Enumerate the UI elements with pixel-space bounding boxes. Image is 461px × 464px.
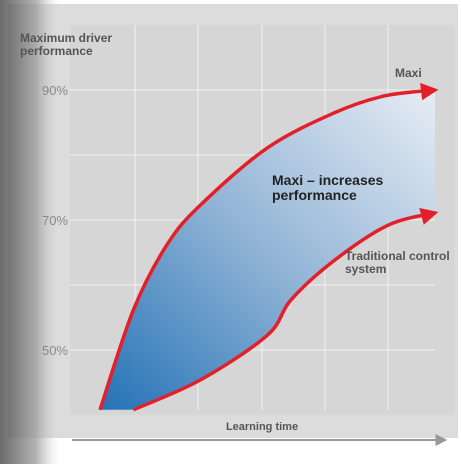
y-label: Maximum driver performance xyxy=(20,31,113,58)
band-area xyxy=(100,90,435,410)
photo-strip xyxy=(0,0,60,464)
y-tick-label: 90% xyxy=(42,83,68,98)
y-tick-label: 50% xyxy=(42,343,68,358)
series-line xyxy=(132,207,439,412)
legend-label: Traditional control system xyxy=(345,249,450,276)
y-tick-label: 70% xyxy=(42,213,68,228)
series-line xyxy=(98,82,439,411)
x-label: Learning time xyxy=(226,421,298,433)
legend-label: Maxi xyxy=(395,66,422,80)
annotation: Maxi – increases performance xyxy=(272,172,384,203)
